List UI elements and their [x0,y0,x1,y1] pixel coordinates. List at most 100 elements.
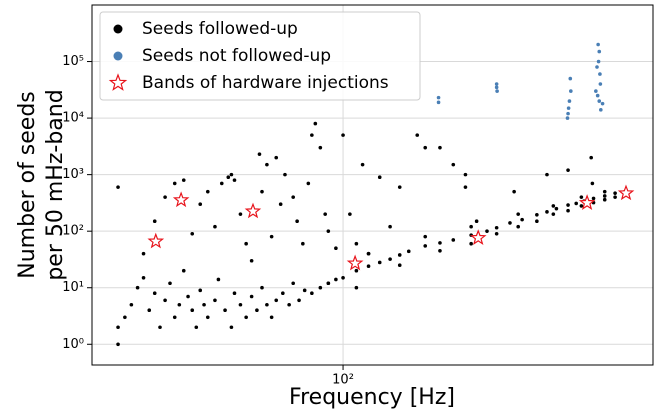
point [168,281,172,286]
point [474,219,479,224]
point [595,93,600,98]
point [274,298,279,303]
point [232,178,237,182]
point [594,89,598,93]
point [302,288,307,293]
point [397,185,402,189]
star-marker [172,191,190,208]
point [567,99,572,103]
point [535,212,539,217]
point [152,291,157,296]
legend-label: Bands of hardware injections [142,73,389,93]
point [596,42,600,47]
star-marker [147,232,165,249]
point [520,217,524,222]
point [366,251,371,256]
point [423,234,428,239]
point [198,288,203,293]
point [226,175,231,180]
point [438,248,442,253]
point [388,257,392,261]
point [129,302,134,307]
point [181,178,186,182]
point [306,181,311,186]
point [255,308,259,313]
point [579,204,584,208]
point [597,99,602,103]
point [116,185,120,189]
point [326,229,331,233]
legend-marker [108,73,128,91]
point [415,133,420,137]
point [229,325,234,330]
point [463,172,468,177]
point [599,108,603,112]
point [141,251,146,256]
point [186,294,190,299]
point [565,116,570,120]
point [516,224,520,229]
point [535,219,539,224]
point [291,281,295,286]
point [598,72,602,76]
point [158,325,162,330]
point [163,195,167,199]
point [265,302,269,307]
point [269,234,274,239]
point [566,203,570,207]
point [249,294,254,299]
point [494,82,499,86]
point [589,155,593,160]
point [223,308,227,313]
point [244,315,248,320]
point [260,285,264,290]
point [388,224,392,229]
point [172,315,177,320]
point [205,189,210,194]
point [545,172,549,177]
point [265,162,269,167]
point [451,162,456,167]
point [163,298,167,303]
legend-box [99,11,421,101]
point [545,210,549,214]
point [177,302,182,307]
star-marker [578,194,596,210]
point [181,268,186,273]
point [377,260,382,265]
point [602,194,607,198]
point [397,263,402,268]
point [568,76,573,81]
point [602,189,607,194]
point [590,181,595,186]
point [310,291,314,296]
point [297,298,301,303]
point [595,65,599,69]
point [566,111,570,116]
point [326,281,331,286]
point [406,249,411,254]
point [116,342,120,347]
point [116,325,120,330]
point [229,172,234,177]
point [202,302,206,307]
point [377,175,382,180]
point [423,244,428,248]
point [190,231,195,236]
point [579,195,584,199]
y-tick-label: 10⁰ [62,337,84,352]
point [198,202,203,207]
point [551,212,556,216]
point [494,85,499,90]
point [469,241,473,246]
legend-label: Seeds not followed-up [142,46,331,66]
point [598,82,603,86]
point [354,268,359,273]
y-tick-label: 10³ [62,167,84,182]
star-marker [617,184,635,201]
point [574,201,579,206]
point [152,219,157,224]
point [257,152,262,156]
point [232,291,237,296]
